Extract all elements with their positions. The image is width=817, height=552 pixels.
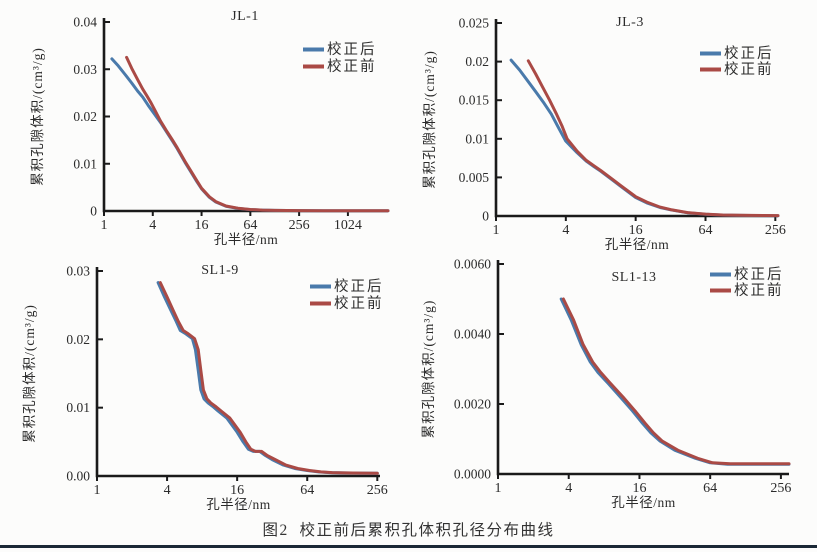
y-tick-label: 0.015 — [459, 93, 490, 108]
y-axis-label: 累积孔隙体积/(cm³/g) — [30, 47, 45, 186]
x-tick-label: 16 — [195, 218, 209, 233]
x-tick-label: 4 — [164, 483, 171, 498]
series-line-corrected-after — [559, 297, 791, 466]
y-tick-label: 0.01 — [73, 156, 97, 171]
series-line-corrected-before — [125, 55, 390, 213]
x-tick-label: 1 — [101, 218, 108, 233]
series-line-corrected-before — [158, 281, 379, 475]
x-tick-label: 64 — [703, 481, 717, 496]
figure-caption: 图2 校正前后累积孔体积孔径分布曲线 — [262, 521, 555, 539]
chart-sl1-9: 0.00 0.01 0.02 0.03 1 4 16 64 256 累积孔隙体积/(cm³/g) 孔… — [22, 263, 388, 512]
x-tick-label: 256 — [770, 481, 791, 496]
x-tick-label: 64 — [300, 483, 314, 498]
y-tick-label: 0.01 — [66, 400, 90, 415]
x-tick-label: 4 — [565, 481, 572, 496]
chart-title: JL-1 — [231, 9, 259, 24]
y-tick-label: 0.0040 — [454, 327, 491, 342]
x-axis-label: 孔半径/nm — [605, 237, 670, 250]
y-tick-label: 0.005 — [459, 170, 490, 185]
legend-label: 校正前 — [327, 58, 377, 75]
series-line-corrected-after — [509, 58, 780, 218]
x-tick-label: 64 — [243, 218, 257, 233]
x-tick-label: 4 — [149, 218, 156, 233]
x-tick-label: 1024 — [334, 218, 362, 233]
y-tick-label: 0.01 — [465, 131, 489, 146]
chart-grid: 0 0.01 0.02 0.03 0.04 1 4 16 64 256 1024 累积孔隙体积/(cm… — [0, 0, 817, 512]
legend-label: 校正后 — [334, 278, 384, 295]
x-axis-label: 孔半径/nm — [206, 497, 271, 512]
x-tick-label: 256 — [765, 223, 786, 238]
x-tick-label: 256 — [289, 218, 310, 233]
y-tick-label: 0.02 — [465, 54, 489, 69]
bottom-rule — [0, 545, 817, 548]
x-tick-label: 256 — [367, 483, 388, 498]
legend-label: 校正后 — [724, 45, 774, 62]
x-tick-label: 16 — [230, 483, 244, 498]
chart-jl-3: 0 0.005 0.01 0.015 0.02 0.025 1 4 16 64 256 累积孔隙体积/… — [422, 15, 786, 250]
y-tick-label: 0.0020 — [454, 397, 491, 412]
y-tick-label: 0.00 — [66, 469, 90, 484]
x-tick-label: 64 — [698, 223, 712, 238]
y-tick-label: 0.02 — [66, 332, 90, 347]
y-tick-label: 0.03 — [66, 264, 90, 279]
y-tick-label: 0.04 — [73, 15, 97, 30]
legend-label: 校正后 — [327, 41, 377, 58]
chart-cell-sl1-9: 0.00 0.01 0.02 0.03 1 4 16 64 256 累积孔隙体积/(cm³/g) 孔… — [0, 250, 408, 512]
chart-title: JL-3 — [616, 15, 644, 30]
chart-title: SL1-9 — [201, 263, 239, 278]
legend-label: 校正前 — [734, 282, 784, 299]
y-axis-label: 累积孔隙体积/(cm³/g) — [422, 50, 437, 189]
x-axis-label: 孔半径/nm — [214, 232, 279, 247]
x-tick-label: 1 — [495, 481, 502, 496]
legend-label: 校正前 — [724, 61, 774, 78]
chart-sl1-13: 0.0000 0.0020 0.0040 0.0060 1 4 16 64 256 累积孔隙体积/… — [421, 257, 791, 511]
y-axis-label: 累积孔隙体积/(cm³/g) — [22, 304, 37, 443]
y-axis-label: 累积孔隙体积/(cm³/g) — [421, 300, 436, 439]
x-axis-label: 孔半径/nm — [611, 495, 676, 510]
series-line-corrected-before — [561, 297, 791, 466]
y-tick-label: 0.02 — [73, 109, 97, 124]
x-tick-label: 1 — [94, 483, 101, 498]
y-tick-label: 0.0060 — [454, 257, 491, 272]
series-line-corrected-after — [110, 57, 390, 213]
y-tick-label: 0.0000 — [454, 467, 491, 482]
chart-cell-jl-1: 0 0.01 0.02 0.03 0.04 1 4 16 64 256 1024 累积孔隙体积/(cm… — [0, 0, 408, 250]
chart-title: SL1-13 — [612, 270, 657, 285]
x-tick-label: 4 — [562, 223, 569, 238]
legend-label: 校正后 — [734, 266, 784, 283]
chart-cell-sl1-13: 0.0000 0.0020 0.0040 0.0060 1 4 16 64 256 累积孔隙体积/… — [408, 250, 817, 512]
legend-label: 校正前 — [334, 295, 384, 312]
x-tick-label: 1 — [493, 223, 500, 238]
y-tick-label: 0 — [482, 209, 489, 224]
y-tick-label: 0.03 — [73, 62, 97, 77]
x-tick-label: 16 — [632, 481, 646, 496]
y-tick-label: 0.025 — [459, 16, 490, 31]
chart-cell-jl-3: 0 0.005 0.01 0.015 0.02 0.025 1 4 16 64 256 累积孔隙体积/… — [408, 0, 817, 250]
series-line-corrected-before — [526, 59, 780, 218]
y-tick-label: 0 — [90, 204, 97, 219]
x-tick-label: 16 — [629, 223, 643, 238]
chart-jl-1: 0 0.01 0.02 0.03 0.04 1 4 16 64 256 1024 累积孔隙体积/(cm… — [30, 9, 390, 247]
